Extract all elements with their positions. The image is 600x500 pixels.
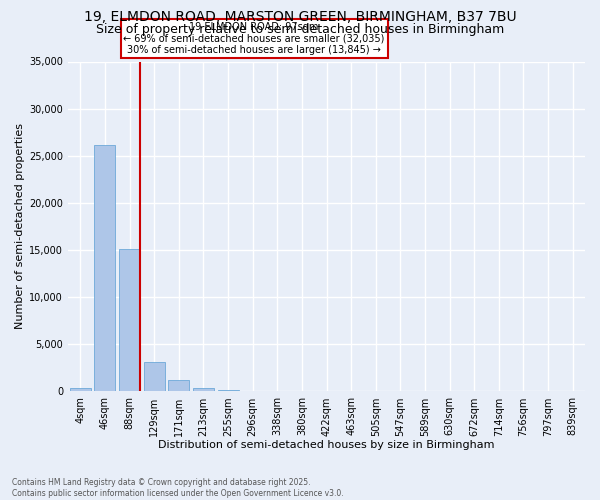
Text: Size of property relative to semi-detached houses in Birmingham: Size of property relative to semi-detach… [96, 22, 504, 36]
Bar [218, 390, 239, 392]
Bar [70, 388, 91, 392]
Text: 19 ELMDON ROAD: 97sqm
← 69% of semi-detached houses are smaller (32,035)
30% of : 19 ELMDON ROAD: 97sqm ← 69% of semi-deta… [124, 22, 385, 55]
Bar [144, 362, 164, 392]
Text: 19, ELMDON ROAD, MARSTON GREEN, BIRMINGHAM, B37 7BU: 19, ELMDON ROAD, MARSTON GREEN, BIRMINGH… [83, 10, 517, 24]
Bar [94, 146, 115, 392]
Y-axis label: Number of semi-detached properties: Number of semi-detached properties [15, 124, 25, 330]
Bar [119, 249, 140, 392]
X-axis label: Distribution of semi-detached houses by size in Birmingham: Distribution of semi-detached houses by … [158, 440, 495, 450]
Bar [169, 380, 189, 392]
Bar [193, 388, 214, 392]
Text: Contains HM Land Registry data © Crown copyright and database right 2025.
Contai: Contains HM Land Registry data © Crown c… [12, 478, 344, 498]
